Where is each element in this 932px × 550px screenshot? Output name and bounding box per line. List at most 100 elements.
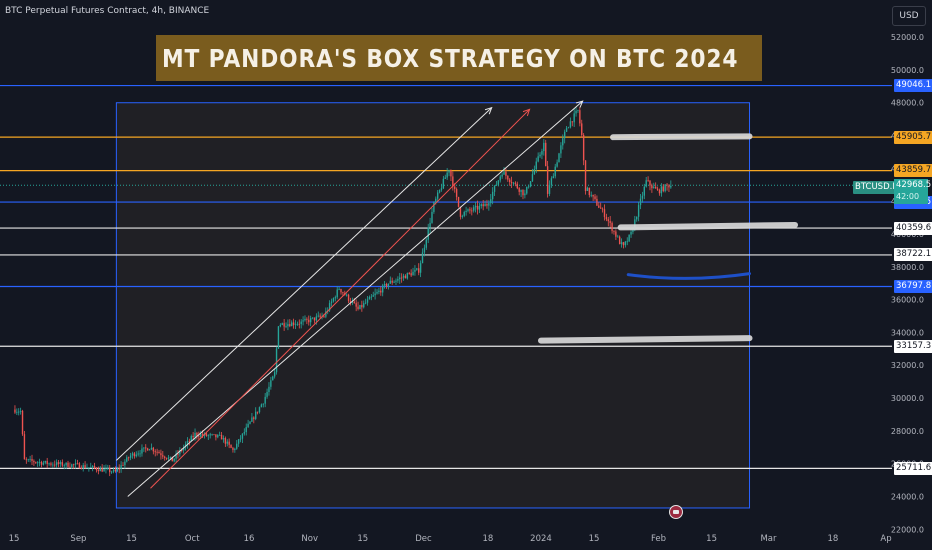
candle-body (353, 301, 355, 304)
candle-body (55, 462, 58, 466)
candle-body (245, 427, 247, 433)
candle-body (287, 324, 289, 327)
candle-body (234, 448, 236, 450)
level-price-badge: 25711.6 (894, 461, 932, 475)
candle-body (88, 467, 90, 469)
candle-body (503, 171, 505, 175)
candle-body (412, 271, 414, 276)
symbol-title: BTC Perpetual Futures Contract, 4h, BINA… (5, 6, 210, 16)
y-tick-label-0: 52000.0 (891, 33, 924, 42)
candle-body (143, 447, 145, 449)
candle-body (410, 273, 412, 276)
candle-body (165, 457, 168, 459)
white-marker-stroke-0 (610, 133, 753, 141)
x-tick-label-12: 15 (706, 534, 717, 544)
candle-body (586, 187, 589, 192)
candle-body (319, 315, 321, 317)
candle-body (524, 193, 526, 196)
candle-body (192, 436, 194, 438)
candle-body (194, 432, 196, 438)
candle-body (423, 247, 426, 253)
y-tick-label-14: 24000.0 (891, 492, 924, 501)
level-price-badge: 40359.6 (894, 221, 932, 235)
candle-body (340, 288, 342, 293)
candle-body (35, 462, 37, 464)
candle-body (135, 454, 137, 457)
candle-body (266, 391, 268, 397)
candle-body (218, 434, 221, 436)
channel-arrowhead-2 (484, 106, 493, 115)
candle-body (469, 209, 471, 211)
candle-body (230, 444, 232, 448)
x-tick-label-13: Mar (760, 534, 777, 544)
candle-body (129, 455, 132, 458)
candle-body (201, 434, 204, 436)
channel-line-2 (116, 107, 493, 461)
candle-body (442, 178, 445, 189)
candle-body (345, 294, 348, 296)
candle-body (239, 438, 242, 440)
y-tick-label-2: 48000.0 (891, 99, 924, 108)
candle-body (84, 465, 86, 468)
candle-body (359, 305, 361, 310)
candle-body (63, 465, 65, 467)
candle-body (97, 469, 100, 472)
candle-body (198, 435, 200, 437)
candle-body (69, 466, 71, 468)
candle-body (296, 323, 299, 325)
level-price-badge: 49046.1 (894, 79, 932, 93)
candle-body (429, 222, 431, 228)
candle-body (186, 440, 189, 445)
candle-body (91, 465, 94, 467)
candle-body (507, 175, 509, 180)
candle-body (152, 447, 155, 452)
candle-body (404, 275, 407, 279)
candle-body (236, 443, 238, 449)
candle-body (110, 471, 113, 473)
candle-body (637, 205, 640, 217)
candle-body (336, 289, 338, 298)
candle-body (433, 202, 435, 212)
x-tick-label-2: 15 (126, 534, 137, 544)
currency-button[interactable]: USD (892, 6, 926, 26)
candle-body (237, 439, 240, 444)
level-price-badge: 45905.7 (894, 130, 932, 144)
candle-body (279, 324, 282, 327)
candle-body (505, 171, 507, 176)
candle-body (641, 195, 644, 199)
candle-body (158, 452, 160, 454)
candle-body (573, 113, 575, 123)
candle-body (328, 303, 331, 311)
candle-body (563, 131, 566, 139)
level-price-badge: 33157.3 (894, 339, 932, 353)
event-flag-icon[interactable] (669, 505, 683, 519)
candle-body (598, 205, 600, 208)
candle-body (154, 451, 156, 453)
candle-body (527, 186, 530, 188)
channel-line-0 (127, 100, 584, 497)
candle-body (624, 241, 627, 246)
candle-body (463, 211, 465, 216)
candle-body (173, 458, 175, 462)
candle-body (228, 441, 230, 445)
candle-body (273, 372, 276, 377)
level-price-badge: 38722.1 (894, 248, 932, 262)
candle-body (639, 198, 642, 206)
candle-body (146, 448, 149, 451)
candle-body (402, 275, 405, 278)
candle-body (482, 204, 484, 207)
candle-body (374, 293, 376, 296)
candle-body (546, 166, 549, 194)
candle-body (609, 221, 611, 223)
candle-body (571, 121, 573, 123)
candle-body (654, 186, 657, 189)
candle-body (376, 292, 378, 294)
candle-body (315, 316, 318, 321)
candle-body (454, 186, 456, 189)
candle-body (114, 469, 117, 472)
candle-body (342, 292, 344, 294)
candle-body (93, 465, 96, 468)
candle-body (347, 294, 350, 301)
x-tick-label-9: 2024 (530, 534, 552, 544)
